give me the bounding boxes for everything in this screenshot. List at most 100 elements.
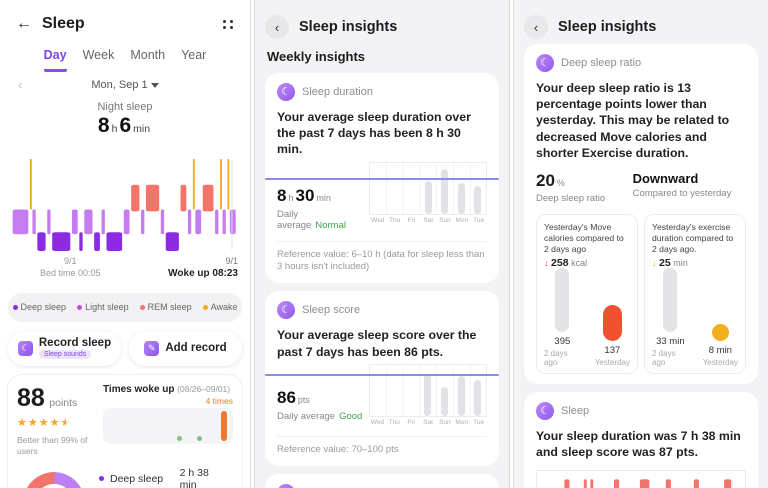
- sleep-stage-chart[interactable]: [8, 158, 242, 252]
- record-sleep-button[interactable]: ☾ Record sleep Sleep sounds: [8, 330, 121, 366]
- moon-icon: [536, 401, 554, 420]
- bed-time-label: 9/1 Bed time 00:05: [40, 256, 101, 279]
- times-woke-up-block: Times woke up (08/26–09/01) 4 times: [103, 384, 233, 457]
- dropdown-caret-icon: [150, 83, 159, 88]
- day-bar: [474, 379, 482, 416]
- page-title: Sleep: [42, 15, 85, 32]
- day-bar: [424, 373, 432, 416]
- moon-icon: [277, 83, 295, 101]
- legend-item: REM sleep: [139, 302, 192, 312]
- legend-item: Light sleep: [77, 302, 129, 312]
- back-button[interactable]: ‹: [524, 15, 548, 39]
- day-bar: [457, 375, 465, 416]
- sleep-day-panel: ← Sleep Day Week Month Year ‹ Mon, Sep 1…: [0, 0, 250, 488]
- reference-note: Reference value: 70–100 pts: [277, 435, 487, 456]
- score-block: 88 points ★★★★★★★★★★ Better than 99% of …: [17, 384, 95, 457]
- action-buttons: ☾ Record sleep Sleep sounds ✎ Add record: [8, 330, 242, 366]
- score-value: 88: [17, 383, 45, 412]
- woke-peak-label: 4 times: [205, 395, 233, 406]
- legend-dot: [12, 304, 18, 310]
- sleep-score-card[interactable]: Sleep score Your average sleep score ove…: [265, 291, 499, 467]
- exercise-dot-yesterday: [711, 323, 729, 341]
- breakdown-dot: [99, 476, 104, 482]
- down-arrow-icon: ↓: [544, 257, 549, 268]
- card-body: Your average sleep duration over the pas…: [277, 110, 471, 157]
- moon-icon: [536, 54, 554, 72]
- date-navigator: ‹ Mon, Sep 1: [8, 77, 242, 94]
- sleep-summary-card[interactable]: Sleep Your sleep duration was 7 h 38 min…: [524, 391, 758, 488]
- add-record-icon: ✎: [144, 340, 160, 356]
- period-tabs: Day Week Month Year: [8, 48, 242, 72]
- woke-title: Times woke up: [103, 383, 175, 395]
- sleep-sounds-badge: Sleep sounds: [38, 350, 92, 360]
- sleep-breakdown-donut: [23, 471, 85, 488]
- woke-range: (08/26–09/01): [177, 383, 231, 394]
- deep-sleep-ratio-card[interactable]: Deep sleep ratio Your deep sleep ratio i…: [524, 44, 758, 384]
- trend-summary: 20% Deep sleep ratio Downward Compared t…: [536, 171, 732, 205]
- tab-day[interactable]: Day: [43, 48, 67, 72]
- tab-month[interactable]: Month: [130, 48, 166, 62]
- tab-week[interactable]: Week: [82, 48, 115, 62]
- moon-icon: [277, 301, 295, 320]
- duration-bar-chart: Wed Thu Fri Sat Sun Mon Tue: [369, 161, 487, 231]
- day-bar: [474, 185, 482, 214]
- exercise-duration-comparison: Yesterday's exercise duration compared t…: [644, 214, 746, 374]
- move-bar-2-days-ago: [555, 267, 570, 332]
- sleep-score-card[interactable]: 88 points ★★★★★★★★★★ Better than 99% of …: [8, 374, 242, 488]
- average-reference-line: [265, 373, 499, 376]
- sleep-duration-card[interactable]: Sleep duration Your average sleep durati…: [265, 73, 499, 284]
- header: ← Sleep: [8, 4, 242, 44]
- stage-legend: Deep sleep Light sleep REM sleep Awake: [8, 292, 242, 322]
- tab-year[interactable]: Year: [181, 48, 207, 62]
- times-woke-up-chart: [103, 407, 233, 444]
- breakdown-row: Deep sleep 2 h 38 min: [99, 467, 227, 488]
- legend-dot: [202, 304, 208, 310]
- section-title: Weekly insights: [267, 49, 366, 64]
- sleep-duration-value: 8 h6 min: [97, 114, 151, 137]
- daily-average-block: 8 h 30 min Daily average Normal: [277, 185, 346, 231]
- down-arrow-icon: ↓: [652, 257, 657, 268]
- score-bar-chart: Wed Thu Fri Sat Sun Mon Tue: [369, 363, 487, 426]
- day-bar: [441, 386, 449, 416]
- legend-dot: [77, 304, 83, 310]
- page-title: Sleep insights: [558, 19, 657, 35]
- legend-wrap: Deep sleep Light sleep REM sleep Awake: [8, 275, 242, 322]
- average-reference-line: [265, 177, 499, 180]
- night-sleep-label: Night sleep: [97, 101, 153, 113]
- card-title: Sleep score: [302, 304, 361, 317]
- date-selector[interactable]: Mon, Sep 1: [91, 79, 159, 91]
- score-unit: points: [49, 396, 78, 409]
- record-sleep-icon: ☾: [17, 340, 33, 356]
- day-bar: [441, 168, 449, 214]
- add-record-button[interactable]: ✎ Add record: [129, 330, 242, 366]
- deep-sleep-ratio-card[interactable]: Deep sleep ratio Your average deep sleep…: [265, 474, 499, 488]
- back-arrow-icon[interactable]: ←: [16, 15, 32, 32]
- card-title: Sleep: [561, 404, 590, 417]
- move-calories-comparison: Yesterday's Move calories compared to 2 …: [536, 214, 638, 374]
- status-good: Good: [339, 410, 363, 422]
- previous-day-icon[interactable]: ‹: [18, 77, 23, 92]
- daily-average-block: 86 pts Daily average Good: [277, 387, 363, 422]
- legend-dot: [139, 304, 145, 310]
- score-note: Better than 99% of users: [17, 434, 88, 456]
- panel-divider: [250, 0, 255, 488]
- woke-peak-bar: [221, 410, 228, 441]
- trend-direction: Downward: [632, 171, 699, 187]
- star-rating: ★★★★★★★★★★: [17, 416, 72, 429]
- day-bar: [457, 182, 465, 214]
- panel-divider: [509, 0, 514, 488]
- legend-item: Awake: [202, 302, 237, 312]
- chart-time-labels: 9/1 Bed time 00:05 9/1 Woke up 08:23: [8, 255, 242, 281]
- page-title: Sleep insights: [299, 19, 398, 35]
- back-button[interactable]: ‹: [265, 15, 289, 39]
- header: ‹ Sleep insights: [524, 10, 758, 44]
- more-options-icon[interactable]: [223, 19, 234, 29]
- card-body: Your sleep duration was 7 h 38 min and s…: [536, 428, 741, 459]
- card-body: Your deep sleep ratio is 13 percentage p…: [536, 81, 730, 160]
- header: ‹ Sleep insights: [265, 10, 499, 44]
- legend-item: Deep sleep: [12, 302, 66, 312]
- card-title: Sleep duration: [302, 86, 373, 98]
- status-normal: Normal: [315, 219, 346, 231]
